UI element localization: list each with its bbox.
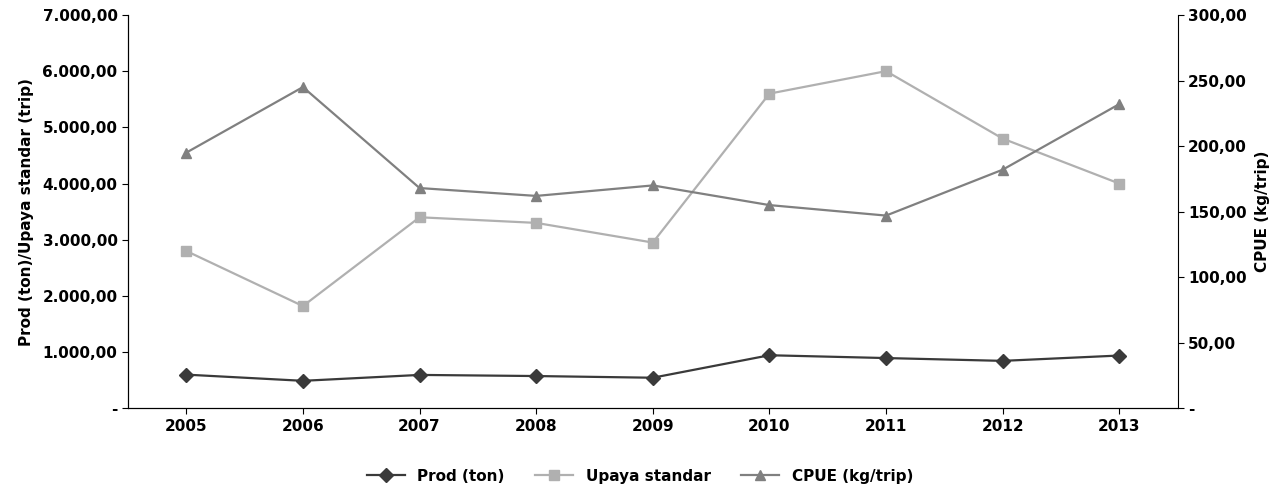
- CPUE (kg/trip): [645, 182, 660, 188]
- Prod (ton): [995, 358, 1010, 364]
- Y-axis label: Prod (ton)/Upaya standar (trip): Prod (ton)/Upaya standar (trip): [19, 78, 35, 346]
- CPUE (kg/trip): [995, 167, 1010, 173]
- Prod (ton): [762, 352, 777, 358]
- Prod (ton): [645, 374, 660, 380]
- Line: CPUE (kg/trip): CPUE (kg/trip): [182, 82, 1124, 221]
- CPUE (kg/trip): [412, 185, 428, 191]
- Prod (ton): [878, 355, 893, 361]
- Upaya standar: [296, 303, 311, 309]
- Upaya standar: [179, 248, 195, 254]
- Upaya standar: [529, 220, 544, 226]
- CPUE (kg/trip): [179, 149, 195, 155]
- CPUE (kg/trip): [296, 84, 311, 90]
- Legend: Prod (ton), Upaya standar, CPUE (kg/trip): Prod (ton), Upaya standar, CPUE (kg/trip…: [361, 463, 919, 491]
- Prod (ton): [1111, 353, 1126, 359]
- Upaya standar: [762, 91, 777, 97]
- CPUE (kg/trip): [762, 202, 777, 208]
- Prod (ton): [529, 373, 544, 379]
- Upaya standar: [645, 240, 660, 246]
- Line: Upaya standar: Upaya standar: [182, 66, 1124, 311]
- Line: Prod (ton): Prod (ton): [182, 351, 1124, 385]
- Upaya standar: [995, 135, 1010, 141]
- CPUE (kg/trip): [529, 193, 544, 199]
- Y-axis label: CPUE (kg/trip): CPUE (kg/trip): [1256, 151, 1270, 272]
- Prod (ton): [179, 372, 195, 377]
- Upaya standar: [412, 214, 428, 220]
- Prod (ton): [296, 378, 311, 384]
- CPUE (kg/trip): [878, 213, 893, 219]
- Upaya standar: [1111, 181, 1126, 187]
- Upaya standar: [878, 68, 893, 74]
- CPUE (kg/trip): [1111, 101, 1126, 107]
- Prod (ton): [412, 372, 428, 378]
